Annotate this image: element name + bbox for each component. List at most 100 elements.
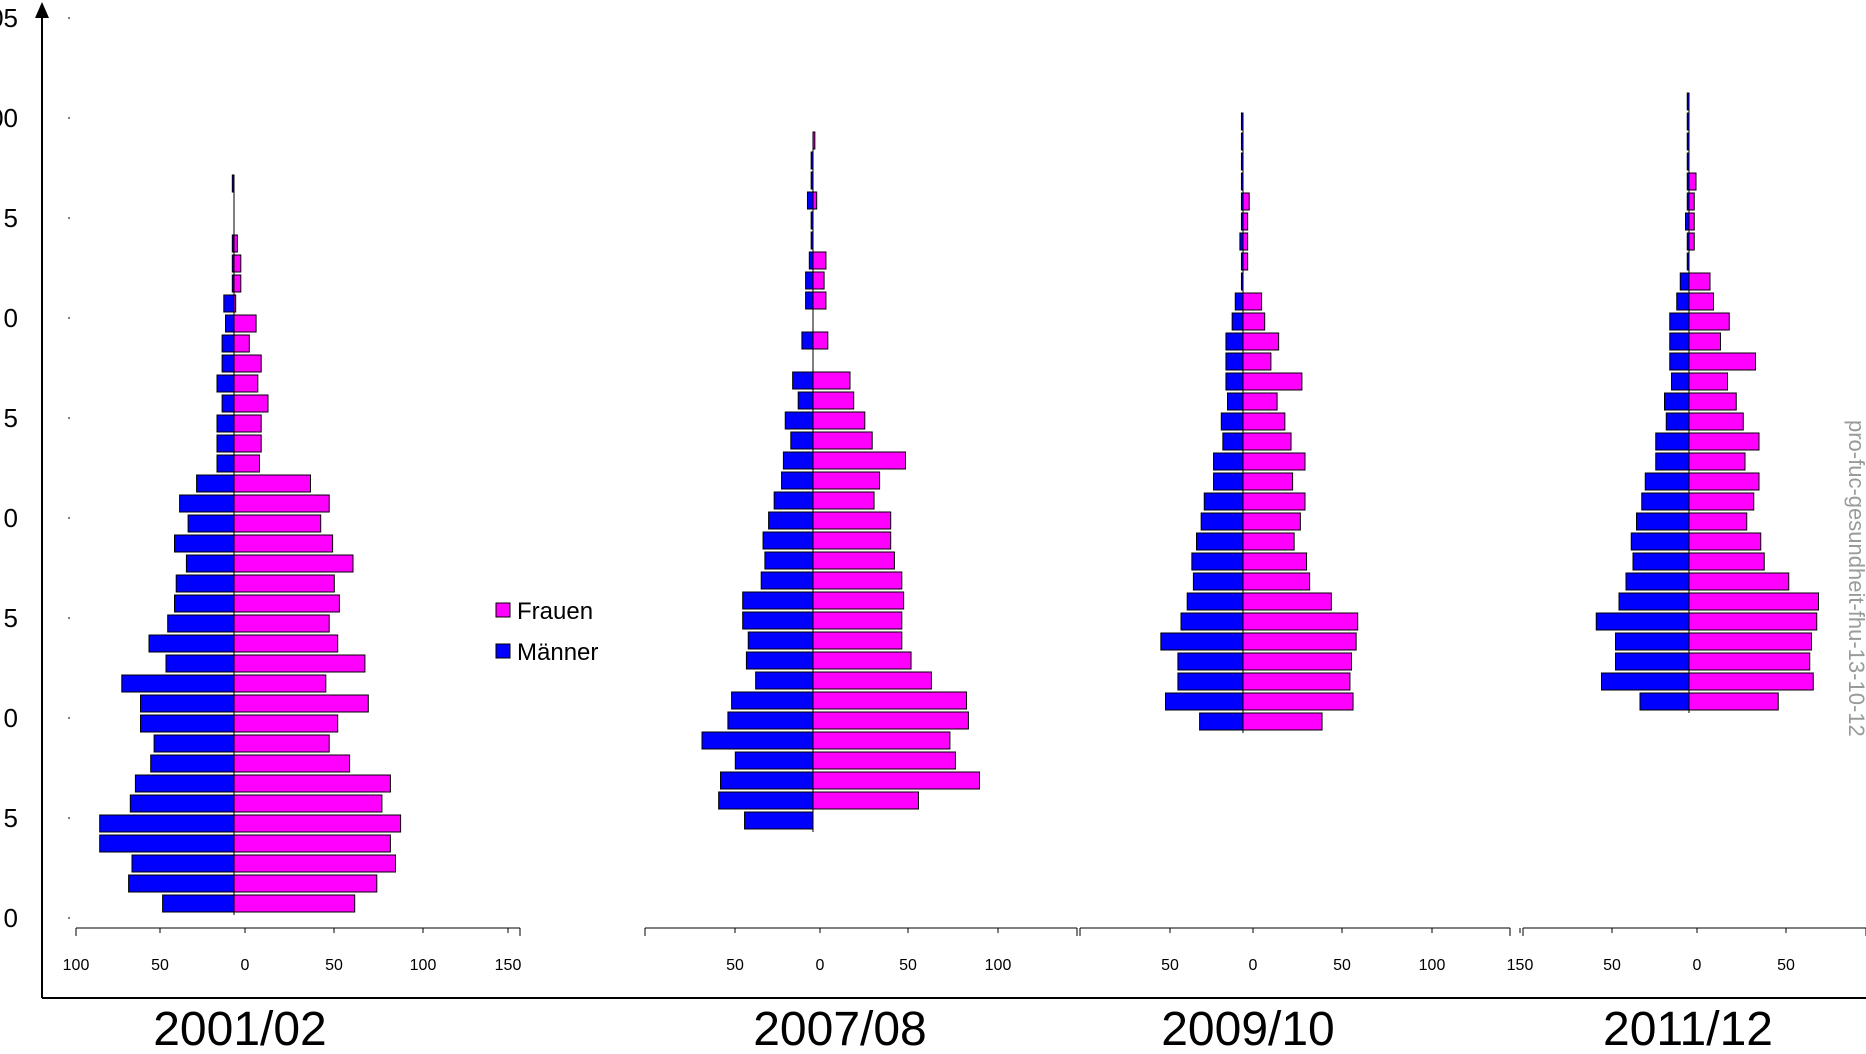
bar-frauen: [1688, 512, 1748, 531]
bar-maenner: [1669, 332, 1690, 351]
bar-maenner: [216, 374, 235, 393]
bar-frauen: [1688, 172, 1697, 191]
bar-frauen: [233, 634, 339, 653]
bar-frauen: [233, 614, 330, 633]
bar-frauen: [1688, 432, 1760, 451]
bar-frauen: [1242, 552, 1308, 571]
bar-maenner: [150, 754, 235, 773]
x-tick-label: 50: [1603, 957, 1621, 974]
bar-frauen: [812, 431, 873, 450]
bar-maenner: [1615, 652, 1690, 671]
bar-frauen: [1242, 352, 1272, 371]
bar-frauen: [1242, 332, 1280, 351]
bar-maenner: [1625, 572, 1690, 591]
bar-frauen: [812, 651, 912, 670]
bar-frauen: [1242, 692, 1354, 711]
bar-maenner: [1679, 272, 1690, 291]
bar-maenner: [764, 551, 814, 570]
bar-maenner: [1632, 552, 1690, 571]
bar-frauen: [1242, 592, 1332, 611]
panel-year-label: 2007/08: [753, 1003, 927, 1054]
bar-maenner: [1200, 512, 1244, 531]
x-tick-label: 100: [63, 957, 90, 974]
y-tick-label: 05: [0, 3, 18, 33]
bar-frauen: [233, 694, 369, 713]
x-tick-label: 50: [1161, 957, 1179, 974]
bar-maenner: [744, 811, 814, 830]
bar-maenner: [762, 531, 814, 550]
x-tick-label: 100: [1419, 957, 1446, 974]
bar-maenner: [747, 631, 814, 650]
bar-frauen: [233, 834, 391, 853]
bar-frauen: [812, 611, 903, 630]
bar-maenner: [1196, 532, 1244, 551]
bar-frauen: [1688, 392, 1737, 411]
bar-maenner: [216, 414, 235, 433]
x-tick-label: 50: [151, 957, 169, 974]
bar-maenner: [781, 471, 814, 490]
bar-frauen: [1688, 592, 1819, 611]
bar-frauen: [812, 511, 892, 530]
bar-maenner: [99, 814, 235, 833]
bar-maenner: [1192, 572, 1244, 591]
bar-maenner: [165, 654, 235, 673]
bar-frauen: [1242, 232, 1249, 251]
bar-maenner: [221, 394, 235, 413]
bar-frauen: [1242, 612, 1359, 631]
bar-maenner: [1595, 612, 1690, 631]
bar-frauen: [812, 331, 829, 350]
bar-maenner: [801, 331, 814, 350]
bar-frauen: [233, 854, 396, 873]
bar-frauen: [1242, 372, 1303, 391]
bar-frauen: [812, 271, 825, 290]
bar-frauen: [1688, 212, 1695, 231]
x-tick-label: 50: [1333, 957, 1351, 974]
x-tick-label: 50: [325, 957, 343, 974]
y-tick-label: 0: [4, 503, 18, 533]
bar-maenner: [718, 791, 814, 810]
bar-frauen: [233, 474, 311, 493]
pyramid-2011-12: 50 0 50 2011/12: [1522, 92, 1866, 1054]
pyramid-2009-10: 50 0 50 100 150 2009/10: [1079, 112, 1534, 1054]
panel-year-label: 2011/12: [1603, 1003, 1773, 1054]
bar-frauen: [1688, 672, 1814, 691]
bar-maenner: [148, 634, 235, 653]
bar-frauen: [1242, 252, 1249, 271]
bar-maenner: [1203, 492, 1244, 511]
y-tick-label: 5: [4, 803, 18, 833]
bar-maenner: [196, 474, 235, 493]
bar-maenner: [720, 771, 814, 790]
bar-frauen: [233, 414, 262, 433]
pyramid-2001-02: 100 50 0 50 100 150 2001/02: [63, 174, 521, 1054]
bar-frauen: [1688, 472, 1760, 491]
bar-maenner: [1641, 492, 1690, 511]
bar-maenner: [131, 854, 235, 873]
bar-frauen: [233, 574, 335, 593]
bar-frauen: [812, 411, 866, 430]
bar-frauen: [1242, 472, 1294, 491]
x-tick-label: 150: [1507, 957, 1534, 974]
bar-frauen: [1242, 492, 1306, 511]
bar-frauen: [1688, 532, 1762, 551]
bar-frauen: [1242, 672, 1351, 691]
x-tick-label: 50: [726, 957, 744, 974]
y-tick-label: 5: [4, 403, 18, 433]
bar-frauen: [233, 274, 242, 293]
bar-maenner: [1199, 712, 1244, 731]
bar-frauen: [1688, 492, 1755, 511]
x-tick-label: 50: [899, 957, 917, 974]
bar-maenner: [1213, 452, 1244, 471]
bar-frauen: [1242, 512, 1301, 531]
bar-frauen: [1688, 192, 1695, 211]
bar-maenner: [99, 834, 235, 853]
panel-year-label: 2001/02: [153, 1003, 327, 1054]
bar-frauen: [1688, 272, 1711, 291]
bar-frauen: [1688, 352, 1756, 371]
bar-frauen: [233, 234, 238, 253]
bar-maenner: [1655, 432, 1690, 451]
legend-label-frauen: Frauen: [517, 598, 593, 625]
bar-frauen: [1688, 452, 1746, 471]
bar-frauen: [1242, 292, 1263, 311]
bar-maenner: [808, 251, 814, 270]
